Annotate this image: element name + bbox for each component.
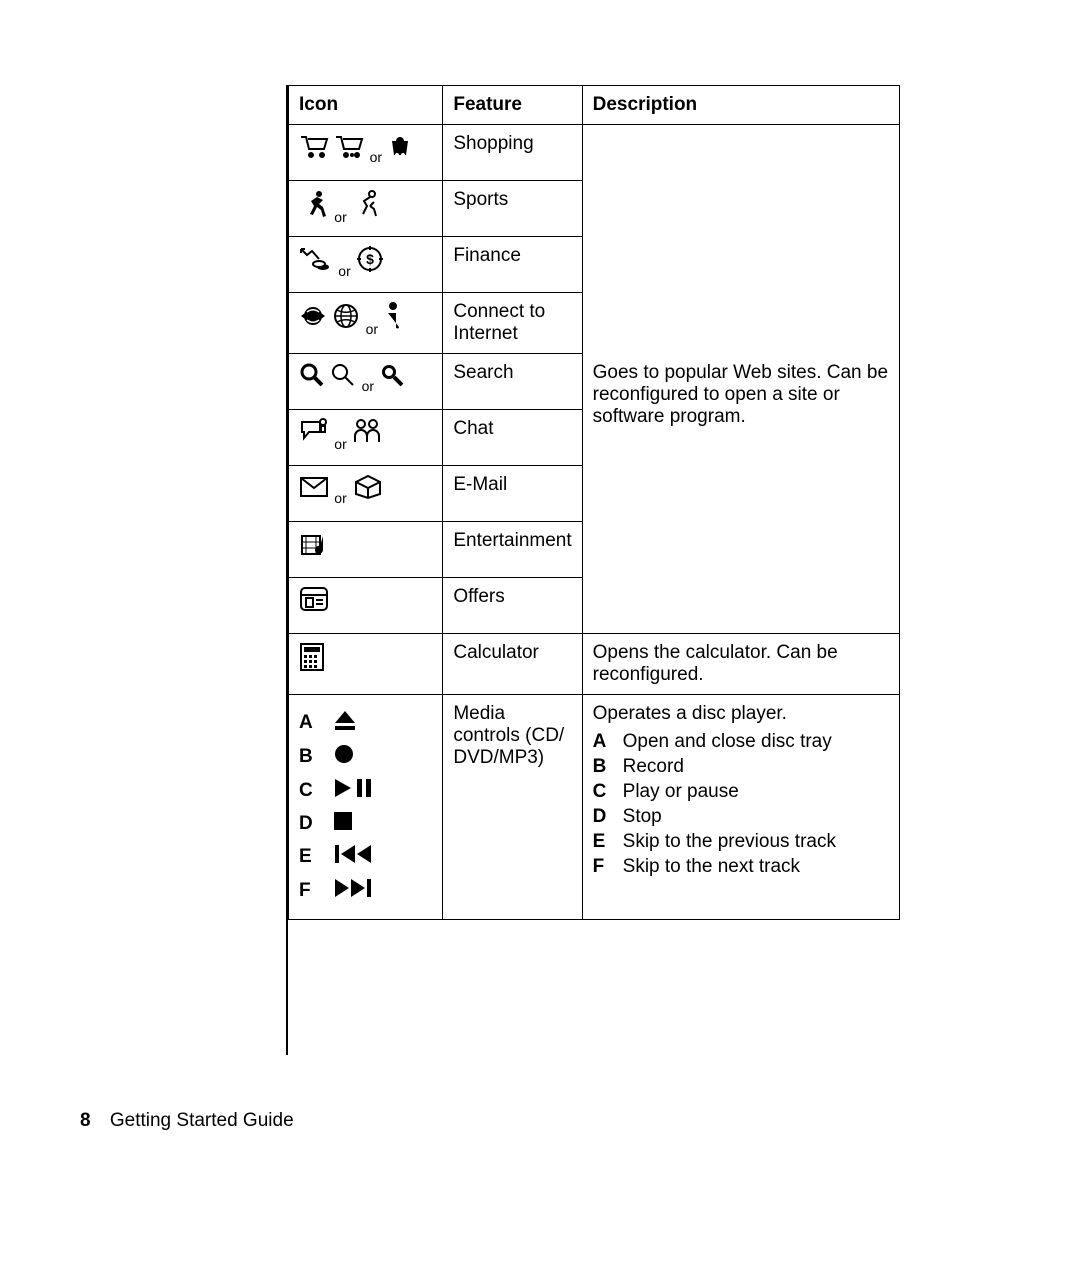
- two-people-icon: [352, 418, 382, 452]
- or-label: or: [334, 209, 346, 225]
- magnifier-bold-icon: [299, 362, 325, 394]
- magnifier-thin-icon: [330, 362, 356, 394]
- feature-cell: Sports: [443, 181, 582, 237]
- table-row: A B C: [289, 695, 900, 920]
- table-row: or Search Goes to popular Web sites. Can…: [289, 354, 900, 410]
- feature-cell: Search: [443, 354, 582, 410]
- feature-cell: Offers: [443, 578, 582, 634]
- media-item-d: D: [299, 811, 432, 837]
- col-header-feature: Feature: [443, 86, 582, 125]
- icon-cell-sports: or: [289, 181, 443, 237]
- description-cell: Opens the calculator. Can be reconfigure…: [582, 634, 899, 695]
- offers-window-icon: [299, 586, 329, 618]
- chart-coins-icon: [299, 245, 333, 279]
- or-label: or: [362, 378, 374, 394]
- description-cell: Goes to popular Web sites. Can be reconf…: [582, 354, 899, 634]
- or-label: or: [370, 149, 382, 165]
- shopping-bag-icon: [387, 133, 413, 165]
- icon-cell-internet: or: [289, 293, 443, 354]
- info-bold-icon: [383, 301, 403, 337]
- globe-arrows-icon: [299, 302, 327, 336]
- feature-table: Icon Feature Description or: [288, 85, 900, 920]
- desc-item: CPlay or pause: [593, 781, 889, 803]
- or-label: or: [366, 321, 378, 337]
- media-item-b: B: [299, 743, 432, 771]
- feature-cell: Entertainment: [443, 522, 582, 578]
- icon-cell-email: or: [289, 466, 443, 522]
- calculator-icon: [299, 642, 325, 678]
- icon-cell-chat: or: [289, 410, 443, 466]
- feature-cell: Finance: [443, 237, 582, 293]
- icon-cell-offers: [289, 578, 443, 634]
- description-cell: [582, 125, 899, 354]
- media-desc-intro: Operates a disc player.: [593, 703, 787, 724]
- desc-item: AOpen and close disc tray: [593, 731, 889, 753]
- desc-item: FSkip to the next track: [593, 856, 889, 878]
- film-music-icon: [299, 530, 333, 566]
- media-item-a: A: [299, 709, 432, 737]
- footer-text: Getting Started Guide: [110, 1110, 294, 1131]
- shopping-cart-dotted-icon: [334, 133, 364, 165]
- media-desc-list: AOpen and close disc tray BRecord CPlay …: [593, 731, 889, 878]
- col-header-description: Description: [582, 86, 899, 125]
- next-track-icon: [333, 877, 373, 905]
- feature-cell: Chat: [443, 410, 582, 466]
- dollar-gear-icon: $: [356, 245, 384, 279]
- stop-icon: [333, 811, 353, 837]
- or-label: or: [338, 263, 350, 279]
- desc-item: DStop: [593, 806, 889, 828]
- magnifier-filled-icon: [379, 362, 405, 394]
- runner-bold-icon: [299, 189, 329, 225]
- or-label: or: [334, 436, 346, 452]
- desc-item: BRecord: [593, 756, 889, 778]
- icon-cell-finance: or $: [289, 237, 443, 293]
- icon-cell-calculator: [289, 634, 443, 695]
- media-controls-list: A B C: [299, 709, 432, 905]
- document-page: Icon Feature Description or: [0, 0, 1080, 1270]
- table-header-row: Icon Feature Description: [289, 86, 900, 125]
- table-row: Calculator Opens the calculator. Can be …: [289, 634, 900, 695]
- icon-cell-shopping: or: [289, 125, 443, 181]
- media-item-e: E: [299, 843, 432, 871]
- icon-cell-entertainment: [289, 522, 443, 578]
- feature-cell: Calculator: [443, 634, 582, 695]
- eject-icon: [333, 709, 357, 737]
- page-footer: 8 Getting Started Guide: [80, 1110, 294, 1132]
- feature-cell: E-Mail: [443, 466, 582, 522]
- chat-bubble-icon: [299, 418, 329, 452]
- envelope-icon: [299, 476, 329, 504]
- icon-cell-media: A B C: [289, 695, 443, 920]
- globe-grid-icon: [332, 302, 360, 336]
- feature-cell: Media controls (CD/​DVD/MP3): [443, 695, 582, 920]
- play-pause-icon: [333, 777, 373, 805]
- feature-cell: Shopping: [443, 125, 582, 181]
- prev-track-icon: [333, 843, 373, 871]
- icon-cell-search: or: [289, 354, 443, 410]
- page-number: 8: [80, 1110, 91, 1131]
- runner-outline-icon: [352, 189, 382, 225]
- col-header-icon: Icon: [289, 86, 443, 125]
- svg-text:$: $: [366, 251, 374, 267]
- desc-item: ESkip to the previous track: [593, 831, 889, 853]
- or-label: or: [334, 490, 346, 506]
- media-item-f: F: [299, 877, 432, 905]
- feature-cell: Connect to Internet: [443, 293, 582, 354]
- envelope-3d-icon: [352, 474, 384, 506]
- record-icon: [333, 743, 355, 771]
- shopping-cart-icon: [299, 133, 329, 165]
- media-item-c: C: [299, 777, 432, 805]
- description-cell: Operates a disc player. AOpen and close …: [582, 695, 899, 920]
- table-row: or Shopping: [289, 125, 900, 181]
